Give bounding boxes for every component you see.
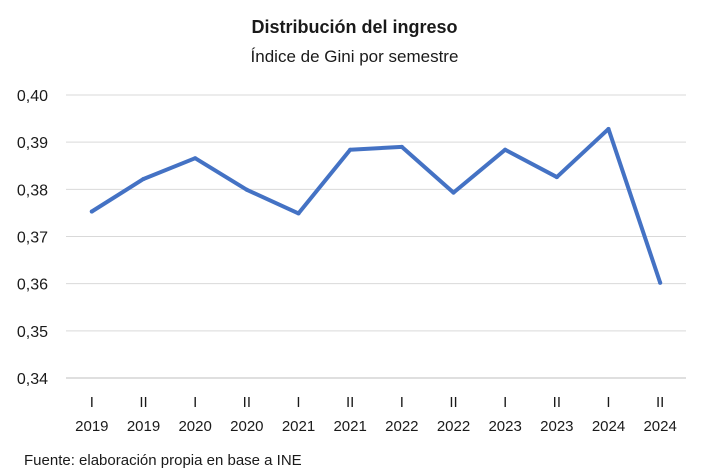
x-tick-year: 2023 [488, 418, 521, 435]
x-tick-year: 2022 [385, 418, 418, 435]
x-tick-semester: I [90, 394, 94, 411]
x-tick-year: 2024 [643, 418, 676, 435]
data-point [554, 175, 559, 180]
x-tick-semester: II [553, 394, 561, 411]
x-tick-semester: I [193, 394, 197, 411]
x-tick-semester: II [243, 394, 251, 411]
data-point [658, 280, 663, 285]
y-tick-label: 0,39 [17, 135, 48, 152]
x-tick-year: 2024 [592, 418, 625, 435]
x-tick-year: 2023 [540, 418, 573, 435]
chart-title: Distribución del ingreso [251, 17, 458, 37]
x-tick-year: 2021 [282, 418, 315, 435]
data-point [399, 144, 404, 149]
data-point [606, 126, 611, 131]
chart-subtitle: Índice de Gini por semestre [250, 47, 459, 66]
series-line [89, 126, 663, 285]
x-tick-semester: II [346, 394, 354, 411]
x-tick-semester: II [449, 394, 457, 411]
series-layer [89, 126, 663, 285]
y-tick-label: 0,34 [17, 371, 48, 388]
y-tick-label: 0,35 [17, 324, 48, 341]
data-point [503, 147, 508, 152]
source-note: Fuente: elaboración propia en base a INE [24, 452, 302, 469]
x-axis: I2019II2019I2020II2020I2021II2021I2022II… [75, 394, 677, 435]
data-point [89, 209, 94, 214]
x-tick-semester: II [656, 394, 664, 411]
data-point [296, 211, 301, 216]
x-tick-semester: I [296, 394, 300, 411]
data-point [348, 147, 353, 152]
y-tick-label: 0,38 [17, 182, 48, 199]
y-tick-label: 0,40 [17, 88, 48, 105]
y-axis: 0,40 0,39 0,38 0,37 0,36 0,35 0,34 [17, 88, 48, 388]
x-tick-year: 2022 [437, 418, 470, 435]
y-tick-label: 0,37 [17, 230, 48, 247]
x-tick-semester: I [400, 394, 404, 411]
y-tick-label: 0,36 [17, 277, 48, 294]
data-point [244, 187, 249, 192]
x-tick-year: 2021 [333, 418, 366, 435]
data-point [193, 156, 198, 161]
x-tick-year: 2020 [230, 418, 263, 435]
x-tick-semester: I [606, 394, 610, 411]
x-tick-year: 2019 [127, 418, 160, 435]
x-tick-year: 2019 [75, 418, 108, 435]
data-point [451, 190, 456, 195]
data-point [141, 176, 146, 181]
x-tick-semester: I [503, 394, 507, 411]
gridlines [66, 94, 686, 379]
x-tick-year: 2020 [178, 418, 211, 435]
x-tick-semester: II [139, 394, 147, 411]
